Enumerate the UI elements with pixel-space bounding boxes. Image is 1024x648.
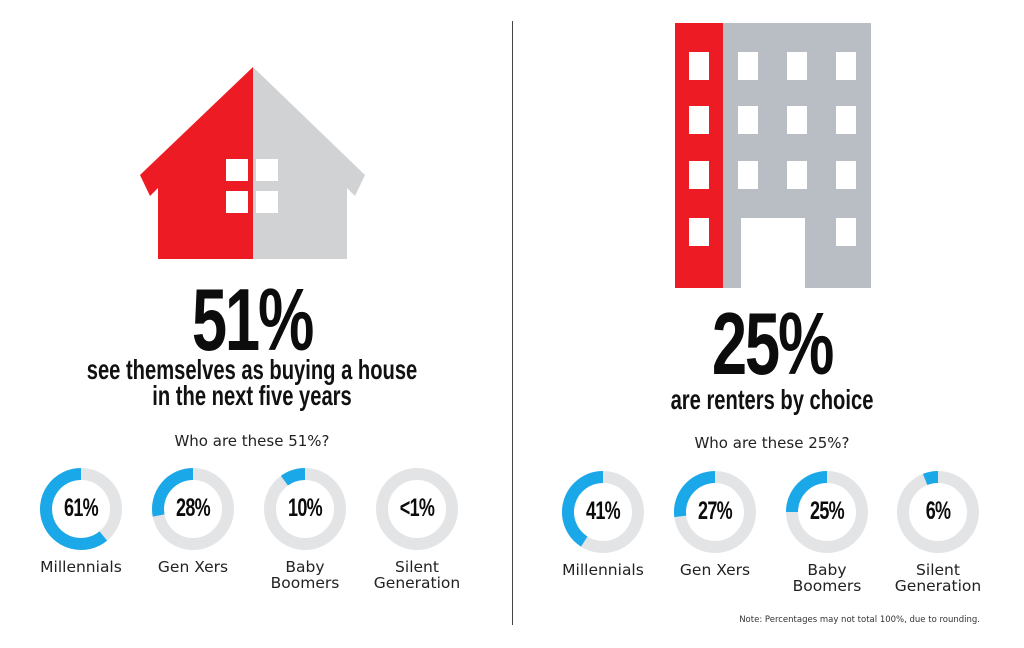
category-label-line1: Baby — [285, 558, 325, 576]
footnote: Note: Percentages may not total 100%, du… — [739, 615, 980, 625]
building-window — [689, 218, 709, 246]
building-window — [787, 52, 807, 80]
donut-category-label: Gen Xers — [655, 562, 775, 578]
donut-value-label: 28% — [176, 494, 211, 522]
donut-segment-gen-xers — [152, 468, 194, 517]
donut-value-label: 25% — [810, 497, 845, 525]
donut-category-label: Baby Boomers — [245, 559, 365, 591]
house-window — [256, 159, 278, 181]
subtitle-left: see themselves as buying a house in the … — [72, 354, 432, 411]
building-window — [836, 161, 856, 189]
donut-segment-silent-generation — [922, 471, 939, 486]
donut-category-label: Gen Xers — [133, 559, 253, 575]
donut-category-label: Silent Generation — [357, 559, 477, 591]
building-window — [689, 52, 709, 80]
donut-segment-millennials — [562, 471, 604, 547]
question-left: Who are these 51%? — [174, 432, 330, 450]
subtitle-right: are renters by choice — [670, 384, 874, 415]
house-icon — [140, 23, 871, 288]
donut-value-label: <1% — [399, 494, 435, 522]
house-left-half — [140, 67, 253, 259]
donut-category-label: Millennials — [543, 562, 663, 578]
donut-track — [376, 468, 458, 550]
building-window — [738, 161, 758, 189]
donut-segment-gen-xers — [674, 471, 716, 518]
building-window — [689, 161, 709, 189]
building-window — [738, 52, 758, 80]
donut-category-label: Silent Generation — [878, 562, 998, 594]
donut-value-label: 6% — [925, 497, 951, 525]
category-label-line1: Millennials — [562, 561, 644, 579]
donut-segment-millennials — [40, 468, 108, 550]
headline-percent-left: 51% — [191, 270, 315, 369]
donut-value-label: 41% — [586, 497, 621, 525]
subtitle-left-line1: see themselves as buying a house — [86, 354, 418, 385]
donut-segment-baby-boomers — [786, 471, 828, 513]
subtitle-left-line2: in the next five years — [152, 380, 352, 411]
donut-value-label: 27% — [698, 497, 733, 525]
building-window — [836, 218, 856, 246]
building-door — [741, 218, 805, 288]
building-window — [787, 106, 807, 134]
building-window — [738, 106, 758, 134]
donut-value-label: 61% — [64, 494, 99, 522]
category-label-line1: Gen Xers — [157, 558, 229, 576]
category-label-line2: Generation — [373, 574, 461, 592]
donut-segment-baby-boomers — [280, 468, 306, 486]
donut-value-label: 10% — [288, 494, 323, 522]
house-window — [226, 159, 248, 181]
building-window — [836, 52, 856, 80]
category-label-line2: Boomers — [792, 577, 862, 595]
category-label-line2: Generation — [894, 577, 982, 595]
category-label-line1: Gen Xers — [679, 561, 751, 579]
category-label-line2: Boomers — [270, 574, 340, 592]
category-label-line1: Silent — [395, 558, 439, 576]
building-window — [689, 106, 709, 134]
panel-divider — [512, 21, 513, 625]
headline-percent-right: 25% — [711, 294, 835, 393]
category-label-line1: Silent — [916, 561, 960, 579]
house-window — [226, 191, 248, 213]
apartment-building-icon — [675, 23, 871, 288]
donut-category-label: Millennials — [21, 559, 141, 575]
building-window — [836, 106, 856, 134]
building-window — [787, 161, 807, 189]
category-label-line1: Millennials — [40, 558, 122, 576]
house-right-half — [253, 67, 365, 259]
donut-category-label: Baby Boomers — [767, 562, 887, 594]
question-right: Who are these 25%? — [694, 434, 850, 452]
house-window — [256, 191, 278, 213]
category-label-line1: Baby — [807, 561, 847, 579]
